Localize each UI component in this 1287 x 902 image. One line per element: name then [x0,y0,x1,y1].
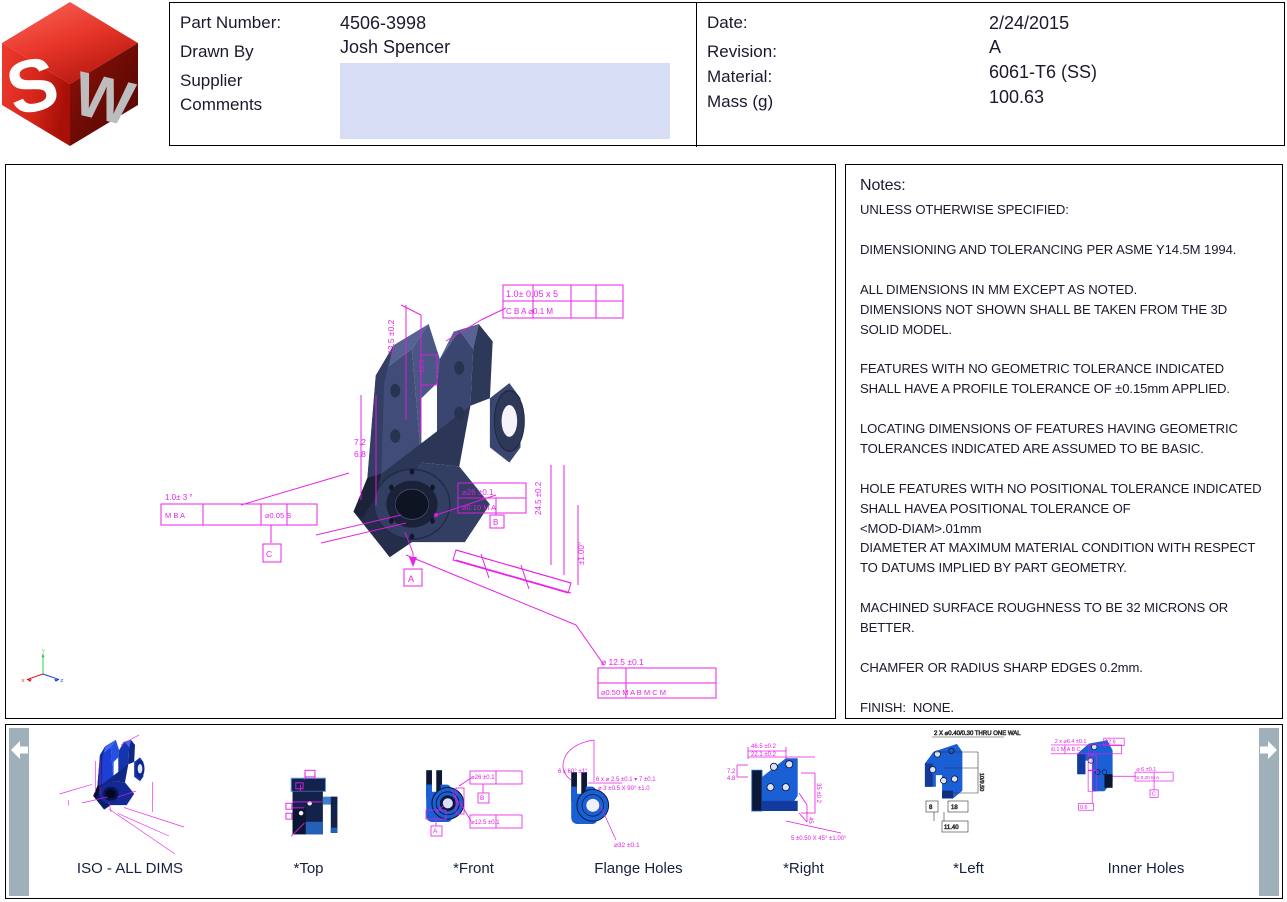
svg-text:⌀0.05 S: ⌀0.05 S [265,511,291,520]
svg-text:Y: Y [42,648,46,654]
svg-text:C B A ⌀0.1 M: C B A ⌀0.1 M [506,307,553,316]
svg-text:⌀0.50 M A B M C M: ⌀0.50 M A B M C M [601,688,666,697]
svg-text:22.1 ±0.2: 22.1 ±0.2 [751,752,777,758]
svg-text:C: C [1152,791,1156,797]
svg-text:24.5 ±0.2: 24.5 ±0.2 [534,481,543,515]
svg-text:⌀ 0.20 M A: ⌀ 0.20 M A [1136,775,1160,781]
svg-text:18: 18 [951,805,958,811]
svg-text:6 x 60° ±1°: 6 x 60° ±1° [558,769,588,775]
svg-text:11.40: 11.40 [944,825,959,831]
svg-text:⌀12.5 ±0.1: ⌀12.5 ±0.1 [471,820,500,826]
svg-text:⌀ 12.5 ±0.1: ⌀ 12.5 ±0.1 [601,657,644,667]
svg-text:35 ±0.2: 35 ±0.2 [815,783,821,804]
svg-text:12.5: 12.5 [419,359,426,373]
svg-text:6 x ⌀ 2.5 ±0.1 ▾ 7 ±0.1: 6 x ⌀ 2.5 ±0.1 ▾ 7 ±0.1 [596,777,656,783]
svg-text:10/9.50: 10/9.50 [978,773,984,791]
svg-text:A: A [408,574,414,584]
svg-text:M B A: M B A [165,511,185,520]
svg-text:4.8: 4.8 [727,776,736,782]
svg-text:46.5 ±0.2: 46.5 ±0.2 [751,744,777,750]
svg-text:C: C [266,549,272,559]
svg-text:A: A [433,828,438,835]
svg-text:⌀ 3 ±0.5 X 90° ±1.0: ⌀ 3 ±0.5 X 90° ±1.0 [598,786,650,792]
svg-text:⌀26 ±0.1: ⌀26 ±0.1 [462,488,494,497]
svg-text:B: B [480,795,484,802]
svg-text:7.2: 7.2 [727,769,736,775]
svg-text:±1.00°: ±1.00° [577,542,586,565]
svg-text:1.0± 0.05 x 5: 1.0± 0.05 x 5 [506,289,558,299]
svg-text:43.5 ±0.2: 43.5 ±0.2 [386,319,396,355]
svg-text:22.6: 22.6 [1105,740,1116,746]
svg-text:7.2: 7.2 [354,437,366,447]
svg-text:⌀ 6 ±0.1: ⌀ 6 ±0.1 [1136,767,1156,773]
svg-text:X: X [21,678,25,684]
svg-text:⊕ ⌀0.1 M A B C: ⊕ ⌀0.1 M A B C [1051,747,1081,753]
svg-text:Z: Z [60,678,63,684]
svg-text:0.6: 0.6 [1080,805,1088,811]
svg-text:6.8: 6.8 [354,449,366,459]
svg-text:⌀0.10 M A: ⌀0.10 M A [462,503,496,512]
svg-text:2 x ⌀6.4 ±0.1: 2 x ⌀6.4 ±0.1 [1055,739,1087,745]
svg-text:8: 8 [929,805,933,811]
svg-text:45: 45 [807,817,813,824]
svg-text:2 X ⌀0.40/0.30 THRU ONE WAL: 2 X ⌀0.40/0.30 THRU ONE WAL [934,731,1021,737]
svg-text:⌀26 ±0.1: ⌀26 ±0.1 [471,775,495,781]
svg-text:1.0± 3 °: 1.0± 3 ° [165,493,193,502]
svg-text:5 ±0.50 X 45° ±1.00°: 5 ±0.50 X 45° ±1.00° [791,836,847,842]
svg-text:⌀32 ±0.1: ⌀32 ±0.1 [614,842,640,849]
svg-text:B: B [493,518,498,527]
